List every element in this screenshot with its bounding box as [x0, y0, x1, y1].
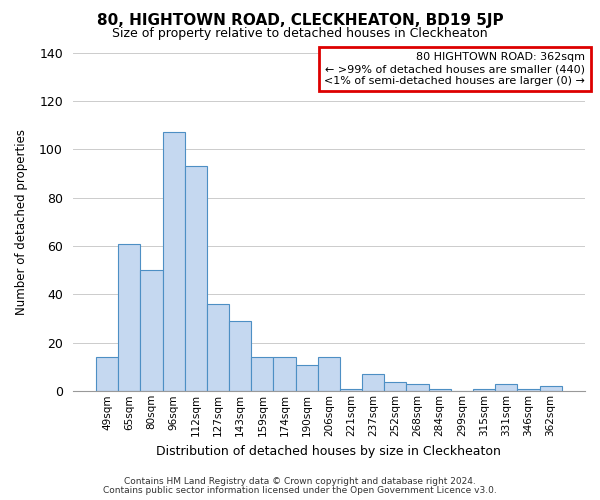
Bar: [274, 358, 296, 392]
Text: Contains HM Land Registry data © Crown copyright and database right 2024.: Contains HM Land Registry data © Crown c…: [124, 477, 476, 486]
Text: Contains public sector information licensed under the Open Government Licence v3: Contains public sector information licen…: [103, 486, 497, 495]
Bar: [539, 386, 562, 392]
Bar: [495, 384, 517, 392]
Bar: [517, 389, 539, 392]
Y-axis label: Number of detached properties: Number of detached properties: [15, 129, 28, 315]
Bar: [296, 364, 318, 392]
Text: Size of property relative to detached houses in Cleckheaton: Size of property relative to detached ho…: [112, 28, 488, 40]
Bar: [140, 270, 163, 392]
Bar: [362, 374, 384, 392]
Bar: [384, 382, 406, 392]
Bar: [406, 384, 428, 392]
Bar: [163, 132, 185, 392]
Bar: [118, 244, 140, 392]
X-axis label: Distribution of detached houses by size in Cleckheaton: Distribution of detached houses by size …: [157, 444, 501, 458]
Bar: [185, 166, 207, 392]
Text: 80, HIGHTOWN ROAD, CLECKHEATON, BD19 5JP: 80, HIGHTOWN ROAD, CLECKHEATON, BD19 5JP: [97, 12, 503, 28]
Bar: [207, 304, 229, 392]
Text: 80 HIGHTOWN ROAD: 362sqm
← >99% of detached houses are smaller (440)
<1% of semi: 80 HIGHTOWN ROAD: 362sqm ← >99% of detac…: [324, 52, 585, 86]
Bar: [318, 358, 340, 392]
Bar: [229, 321, 251, 392]
Bar: [96, 358, 118, 392]
Bar: [428, 389, 451, 392]
Bar: [473, 389, 495, 392]
Bar: [251, 358, 274, 392]
Bar: [340, 389, 362, 392]
